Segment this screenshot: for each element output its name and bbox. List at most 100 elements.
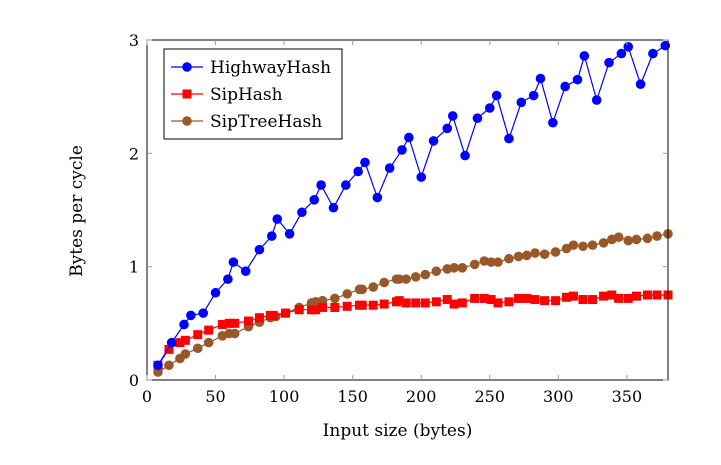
data-point-siphash (479, 293, 489, 303)
data-point-highwayhash (297, 207, 307, 218)
x-tick-label: 50 (205, 387, 225, 406)
data-point-siphash (599, 291, 609, 301)
data-point-siphash (457, 298, 467, 308)
data-point-siptreehash (180, 349, 191, 359)
data-point-siphash (504, 297, 514, 307)
data-point-siphash (442, 295, 452, 305)
data-point-siptreehash (431, 266, 442, 277)
data-point-siphash (642, 290, 652, 300)
data-point-highwayhash (623, 42, 634, 52)
data-point-siphash (357, 300, 367, 310)
y-tick-label: 3 (129, 31, 139, 50)
data-point-siptreehash (401, 274, 411, 284)
x-tick-label: 150 (337, 387, 368, 406)
data-point-highwayhash (404, 132, 414, 143)
legend-marker-highwayhash (182, 62, 192, 72)
data-point-siphash (431, 297, 441, 307)
data-point-siptreehash (449, 263, 459, 273)
data-point-highwayhash (353, 166, 363, 177)
data-point-siphash (411, 298, 421, 308)
legend: HighwayHash SipHash SipTreeHash (163, 48, 343, 140)
data-point-siphash (551, 296, 561, 306)
series-siphash (153, 290, 673, 370)
data-point-highwayhash (166, 337, 177, 348)
data-point-siptreehash (652, 231, 662, 241)
data-point-siphash (294, 305, 304, 315)
data-point-highwayhash (660, 40, 671, 51)
x-tick-label: 100 (269, 387, 300, 406)
y-tick-label: 2 (129, 144, 139, 163)
data-point-siphash (280, 308, 290, 318)
data-point-siptreehash (192, 343, 203, 354)
data-point-siphash (243, 316, 253, 326)
legend-marker-siphash (182, 89, 192, 99)
data-point-siptreehash (631, 234, 642, 245)
data-point-siphash (420, 298, 430, 308)
data-point-highwayhash (240, 266, 251, 277)
data-point-siphash (204, 325, 214, 335)
data-point-siphash (614, 293, 624, 303)
data-point-highwayhash (516, 97, 527, 108)
data-point-siphash (394, 296, 404, 306)
x-tick-label: 200 (406, 387, 437, 406)
data-point-highwayhash (484, 103, 495, 113)
data-point-highwayhash (384, 163, 395, 173)
data-point-highwayhash (284, 229, 295, 239)
data-point-highwayhash (360, 157, 370, 168)
data-point-highwayhash (447, 111, 458, 121)
data-point-highwayhash (341, 180, 351, 190)
data-point-siptreehash (457, 263, 468, 273)
data-point-siphash (493, 298, 503, 308)
data-point-siphash (379, 299, 389, 309)
data-point-siphash (540, 296, 550, 306)
data-point-siphash (164, 344, 174, 354)
data-point-highwayhash (635, 79, 646, 89)
plot-area (153, 40, 673, 377)
data-point-highwayhash (316, 180, 326, 190)
data-point-highwayhash (179, 319, 189, 330)
data-point-highwayhash (528, 90, 539, 101)
data-point-siphash (652, 290, 662, 300)
data-point-siptreehash (379, 277, 389, 288)
data-point-siptreehash (539, 249, 550, 259)
data-point-siphash (317, 302, 327, 312)
data-point-highwayhash (648, 48, 658, 59)
data-point-highwayhash (210, 287, 221, 298)
data-point-highwayhash (579, 51, 590, 61)
data-point-siptreehash (486, 257, 496, 267)
data-point-siptreehash (229, 328, 240, 339)
data-point-siphash (522, 293, 532, 303)
data-point-siphash (578, 295, 588, 305)
legend-item-highwayhash: HighwayHash (171, 58, 331, 78)
data-point-highwayhash (572, 74, 583, 85)
data-point-highwayhash (604, 57, 614, 68)
data-point-siphash (607, 290, 617, 300)
data-point-siphash (217, 319, 227, 329)
data-point-highwayhash (548, 117, 558, 128)
x-axis-label: Input size (bytes) (323, 421, 473, 441)
data-point-highwayhash (560, 81, 570, 92)
axis-ticks: 0 50 100 150 200 250 300 350 0 1 2 3 (129, 31, 668, 406)
data-point-highwayhash (228, 257, 239, 267)
data-point-siphash (470, 293, 480, 303)
data-point-highwayhash (223, 274, 233, 284)
x-tick-label: 0 (142, 387, 152, 406)
y-tick-label: 1 (129, 258, 139, 277)
data-point-highwayhash (460, 150, 470, 161)
data-point-highwayhash (472, 113, 483, 123)
data-point-siptreehash (342, 289, 352, 299)
data-point-highwayhash (254, 244, 265, 255)
data-point-siptreehash (164, 360, 174, 371)
data-point-highwayhash (372, 192, 383, 203)
data-point-siphash (175, 338, 185, 348)
data-point-siphash (311, 305, 321, 315)
y-axis-label: Bytes per cycle (67, 145, 87, 277)
data-point-highwayhash (504, 133, 514, 144)
data-point-siphash (514, 293, 524, 303)
data-point-highwayhash (535, 73, 546, 84)
x-tick-label: 300 (543, 387, 574, 406)
data-point-highwayhash (491, 90, 502, 101)
data-point-siptreehash (394, 274, 405, 284)
data-point-highwayhash (397, 145, 407, 155)
data-point-siptreehash (530, 248, 540, 258)
